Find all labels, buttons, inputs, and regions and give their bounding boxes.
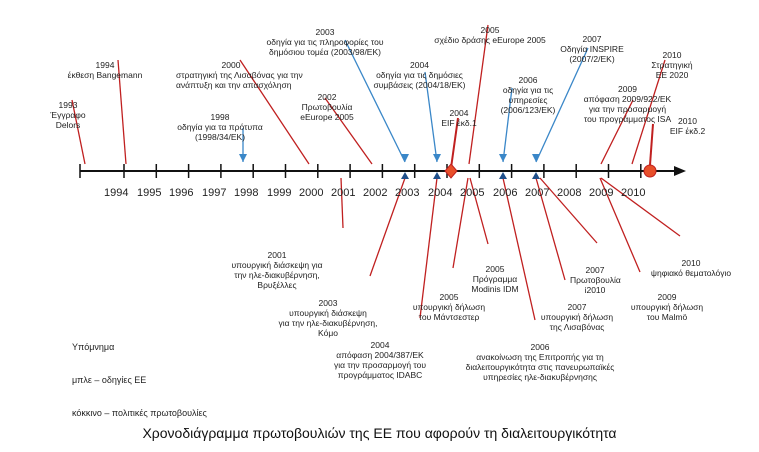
connector-line xyxy=(502,177,536,321)
event-2009-malmo: 2009 υπουργική δήλωση του Malmö xyxy=(630,292,704,322)
year-label: 2001 xyxy=(331,187,356,199)
connector-line xyxy=(424,71,438,163)
marker-triangle-icon xyxy=(499,172,507,179)
year-label: 2006 xyxy=(493,187,518,199)
arrow-down-icon xyxy=(499,154,507,162)
event-2007-inspire: 2007 Οδηγία INSPIRE (2007/2/ΕΚ) xyxy=(560,34,624,64)
legend: Υπόμνημα μπλε – οδηγίες ΕΕ κόκκινο – πολ… xyxy=(72,320,207,441)
year-label: 1995 xyxy=(137,187,162,199)
connector-line xyxy=(469,177,489,245)
event-2009-isa: 2009 απόφαση 2009/922/ΕΚ για την προσαρμο… xyxy=(583,84,672,124)
connector-line xyxy=(600,177,681,237)
connector-line xyxy=(239,59,310,165)
arrow-down-icon xyxy=(401,154,409,162)
event-2006-communication: 2006 ανακοίνωση της Επιτροπής για τη διαλ… xyxy=(465,342,615,382)
year-label: 2007 xyxy=(525,187,550,199)
event-2005-modinis: 2005 Πρόγραμμα Modinis IDM xyxy=(471,264,519,294)
year-label: 2002 xyxy=(363,187,388,199)
marker-triangle-icon xyxy=(401,172,409,179)
year-label: 2003 xyxy=(395,187,420,199)
connector-line xyxy=(369,177,406,277)
year-label: 1998 xyxy=(234,187,259,199)
figure-caption: Χρονοδιάγραμμα πρωτοβουλιών της ΕΕ που α… xyxy=(142,425,617,441)
connector-line xyxy=(600,99,634,165)
connector-line xyxy=(535,47,589,163)
eif1-diamond-icon xyxy=(444,163,458,179)
event-2002: 2002 Πρωτοβουλία eEurope 2005 xyxy=(300,92,354,122)
year-label: 1997 xyxy=(202,187,227,199)
event-2010-digital-agenda: 2010 ψηφιακό θεματολόγιο xyxy=(650,258,732,278)
connector-line xyxy=(535,177,566,281)
eif1-flag-line xyxy=(450,117,459,169)
year-label: 2010 xyxy=(621,187,646,199)
event-2001-conference: 2001 υπουργική διάσκεψη για την ηλε-διακυ… xyxy=(231,250,323,290)
year-label: 1996 xyxy=(169,187,194,199)
marker-triangle-icon xyxy=(532,172,540,179)
connector-line xyxy=(452,177,469,269)
event-1993: 1993 Έγγραφο Delors xyxy=(50,100,86,130)
year-label: 2005 xyxy=(460,187,485,199)
event-2004-idabc: 2004 απόφαση 2004/387/ΕΚ για την προσαρμο… xyxy=(333,340,427,380)
connector-line xyxy=(324,97,373,165)
arrow-down-icon xyxy=(532,154,540,162)
year-label: 2004 xyxy=(428,187,453,199)
legend-blue: μπλε – οδηγίες ΕΕ xyxy=(72,375,147,385)
event-2007-lisbon: 2007 υπουργική δήλωση της Λισαβόνας xyxy=(540,302,614,332)
marker-triangle-icon xyxy=(433,172,441,179)
event-2010-eu2020: 2010 Στρατηγική ΕΕ 2020 xyxy=(651,50,693,80)
year-label: 1999 xyxy=(267,187,292,199)
arrow-down-icon xyxy=(239,154,247,162)
connector-line xyxy=(71,99,86,165)
connector-line xyxy=(340,177,344,229)
event-2004-directive: 2004 οδηγία για τις δημόσιες συμβάσεις (2… xyxy=(373,60,466,90)
event-1998-directive: 1998 οδηγία για τα πρότυπα (1998/34/ΕΚ) xyxy=(177,112,263,142)
connector-line xyxy=(419,177,438,319)
connector-line xyxy=(468,24,489,165)
event-2003-directive: 2003 οδηγία για τις πληροφορίες του δημόσ… xyxy=(266,27,384,57)
legend-title: Υπόμνημα xyxy=(72,342,115,352)
connector-line xyxy=(344,39,406,163)
connector-line xyxy=(117,59,127,165)
event-2005-manchester: 2005 υπουργική δήλωση του Μάντσεστερ xyxy=(412,292,486,322)
connector-line xyxy=(539,177,598,244)
year-label: 2000 xyxy=(299,187,324,199)
event-1994: 1994 έκθεση Bangemann xyxy=(67,60,143,80)
connector-line xyxy=(631,59,666,165)
legend-red: κόκκινο – πολιτικές πρωτοβουλίες xyxy=(72,408,207,418)
event-2010-eif2: 2010 EIF έκδ.2 xyxy=(669,116,706,136)
eif2-flag-line xyxy=(649,123,654,166)
connector-line xyxy=(599,177,641,273)
event-2005-eeurope: 2005 σχέδιο δράσης eEurope 2005 xyxy=(434,25,546,45)
year-label: 2009 xyxy=(589,187,614,199)
event-2004-eif1: 2004 EIF έκδ.1 xyxy=(441,108,477,128)
event-2003-conference: 2003 υπουργική διάσκεψη για την ηλε-διακυ… xyxy=(278,298,378,338)
event-2006-directive: 2006 οδηγία για τις υπηρεσίες (2006/123/Ε… xyxy=(500,75,556,115)
connector-line xyxy=(502,87,513,163)
year-label: 1994 xyxy=(104,187,129,199)
year-label: 2008 xyxy=(557,187,582,199)
eif2-circle-icon xyxy=(643,164,657,178)
event-2007-i2010: 2007 Πρωτοβουλία i2010 xyxy=(570,265,621,295)
axis-arrow-icon xyxy=(674,166,686,176)
arrow-down-icon xyxy=(433,154,441,162)
